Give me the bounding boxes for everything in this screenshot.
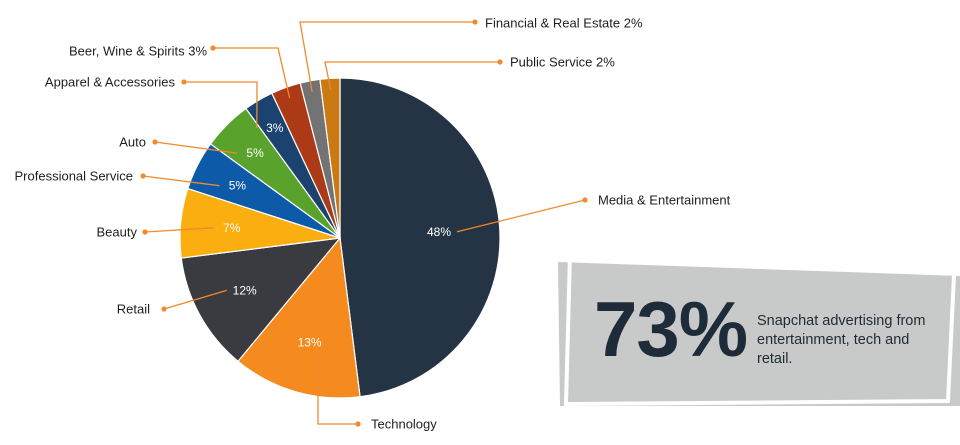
pie-slice-public-service-2 [319,77,341,239]
leader-line-apparel-accessories [184,81,258,128]
leader-dot-apparel-accessories [181,79,187,85]
callout-panel [558,262,960,406]
pie-slices [179,77,501,399]
pct-label-beauty: 7% [223,221,241,235]
leader-line-professional-service [142,175,220,187]
callout-background [558,260,960,407]
pie-labels: 48% Media & Entertainment 13% Technology 12%… [15,16,731,432]
pct-label-apparel-accessories: 3% [266,121,284,135]
leader-line-retail [163,289,227,310]
callout-text: Snapchat advertising from entertainment,… [757,313,926,367]
category-label-beer-wine-spirits-3: Beer, Wine & Spirits 3% [69,44,207,59]
category-label-retail: Retail [117,302,150,317]
leader-dot-financial-real-estate-2 [472,19,478,25]
leader-dot-media-entertainment [582,197,588,203]
leader-line-financial-real-estate-2 [299,21,475,92]
pie-slice-technology [237,236,361,399]
leader-dot-public-service-2 [497,59,503,65]
category-label-public-service-2: Public Service 2% [510,55,615,70]
leader-line-media-entertainment [456,199,586,233]
leader-line-auto [154,141,238,154]
leader-dot-professional-service [140,173,146,179]
leader-line-beer-wine-spirits-3 [213,47,291,99]
pie-slice-media-entertainment [339,77,501,398]
category-label-financial-real-estate-2: Financial & Real Estate 2% [485,16,643,31]
leader-dot-technology [355,421,361,427]
pct-label-retail: 12% [233,283,257,297]
pie-slice-retail [180,237,342,363]
leader-dot-beer-wine-spirits-3 [210,45,216,51]
category-label-professional-service: Professional Service [15,169,134,184]
category-label-technology: Technology [371,417,437,432]
callout-frame [563,260,957,407]
leader-dot-auto [152,139,158,145]
leader-dot-beauty [142,229,148,235]
pct-label-auto: 5% [246,146,264,160]
category-label-beauty: Beauty [97,225,138,240]
leader-line-public-service-2 [324,61,500,90]
leader-line-beauty [144,227,214,233]
category-label-apparel-accessories: Apparel & Accessories [45,75,176,90]
stat-callout: 73% Snapchat advertising from entertainm… [556,260,960,408]
pct-label-technology: 13% [298,336,322,350]
leader-line-technology [317,352,358,425]
category-label-media-entertainment: Media & Entertainment [598,193,731,208]
category-label-auto: Auto [119,135,146,150]
pct-label-media-entertainment: 48% [427,225,451,239]
callout-stat: 73% [594,285,748,373]
leader-dot-retail [161,306,167,312]
pct-label-professional-service: 5% [229,179,247,193]
